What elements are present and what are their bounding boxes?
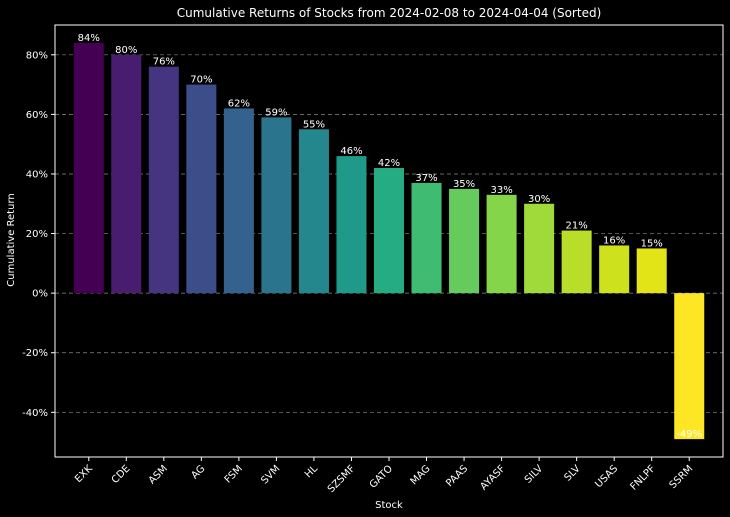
bar-paas: [449, 188, 480, 294]
data-label: 59%: [265, 107, 287, 118]
y-tick-label: 80%: [26, 50, 48, 61]
data-label: 76%: [153, 57, 175, 68]
data-label: 30%: [528, 194, 550, 205]
bar-hl: [298, 129, 329, 294]
data-label: 55%: [303, 119, 325, 130]
bar-exk: [73, 42, 104, 294]
bar-usas: [599, 245, 630, 294]
bar-ayasf: [486, 194, 517, 294]
data-label: 15%: [641, 238, 663, 249]
y-tick-label: -20%: [22, 348, 48, 359]
y-tick-label: 0%: [32, 289, 48, 300]
bar-ssrm: [674, 293, 705, 440]
bar-fnlpf: [636, 248, 667, 294]
bar-gato: [373, 168, 405, 294]
bars: [73, 42, 705, 440]
bar-asm: [148, 66, 179, 294]
bar-silv: [524, 203, 555, 294]
x-axis-title: Stock: [375, 500, 403, 511]
data-label: 37%: [415, 173, 437, 184]
data-label: 84%: [78, 33, 100, 44]
data-label: 46%: [340, 146, 362, 157]
y-tick-label: 60%: [26, 110, 48, 121]
bar-ag: [186, 84, 217, 294]
data-label: 21%: [566, 221, 588, 232]
data-label: 70%: [190, 75, 212, 86]
data-label: 33%: [490, 185, 512, 196]
data-label: 80%: [115, 45, 137, 56]
bar-slv: [561, 230, 592, 294]
data-label: 35%: [453, 179, 475, 190]
data-label: 16%: [603, 235, 625, 246]
y-axis-ticks: -40% -20% 0% 20% 40% 60% 80%: [22, 50, 55, 419]
chart-title: Cumulative Returns of Stocks from 2024-0…: [177, 6, 602, 20]
y-tick-label: 20%: [26, 229, 48, 240]
data-labels: 84% 80% 76% 70% 62% 59% 55% 46% 42% 37% 35% 33% 30% 2…: [78, 33, 703, 440]
bar-szsmf: [336, 156, 367, 294]
data-label: -49%: [676, 429, 702, 440]
bar-cde: [111, 54, 142, 294]
y-tick-label: 40%: [26, 169, 48, 180]
data-label: 42%: [378, 158, 400, 169]
data-label: 62%: [228, 98, 250, 109]
y-tick-label: -40%: [22, 408, 48, 419]
y-axis-title: Cumulative Return: [6, 193, 17, 286]
bar-fsm: [223, 108, 254, 294]
bar-mag: [411, 182, 442, 294]
bar-svm: [261, 117, 292, 294]
